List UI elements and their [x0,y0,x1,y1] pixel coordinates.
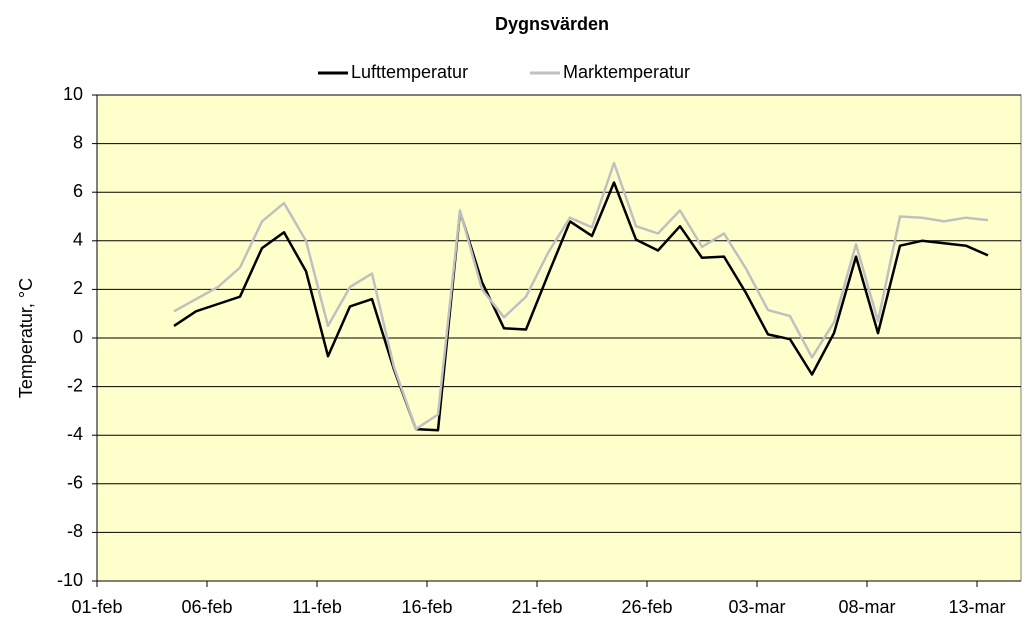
x-tick-label: 06-feb [181,597,232,617]
chart-title: Dygnsvärden [495,14,609,34]
x-tick-label: 03-mar [728,597,785,617]
y-tick-label: 6 [73,181,83,201]
line-series [173,161,989,431]
y-tick-label: -8 [67,521,83,541]
y-tick-label: -2 [67,375,83,395]
y-tick-label: 4 [73,230,83,250]
x-tick-label: 01-feb [71,597,122,617]
y-tick-label: -10 [57,570,83,590]
x-tick-label: 26-feb [621,597,672,617]
x-tick-label: 21-feb [511,597,562,617]
y-tick-label: -4 [67,424,83,444]
y-tick-label: 0 [73,327,83,347]
x-tick-label: 11-feb [292,597,342,617]
x-tick-label: 13-mar [948,597,1005,617]
y-tick-label: 2 [73,278,83,298]
legend-label: Marktemperatur [563,62,690,82]
x-tick-label: 16-feb [401,597,452,617]
legend-label: Lufttemperatur [351,62,468,82]
x-tick-label: 08-mar [838,597,895,617]
y-tick-label: 8 [73,132,83,152]
line-series [173,181,989,432]
y-tick-label: -6 [67,473,83,493]
y-tick-label: 10 [63,84,83,104]
y-axis-label: Temperatur, °C [16,278,36,398]
